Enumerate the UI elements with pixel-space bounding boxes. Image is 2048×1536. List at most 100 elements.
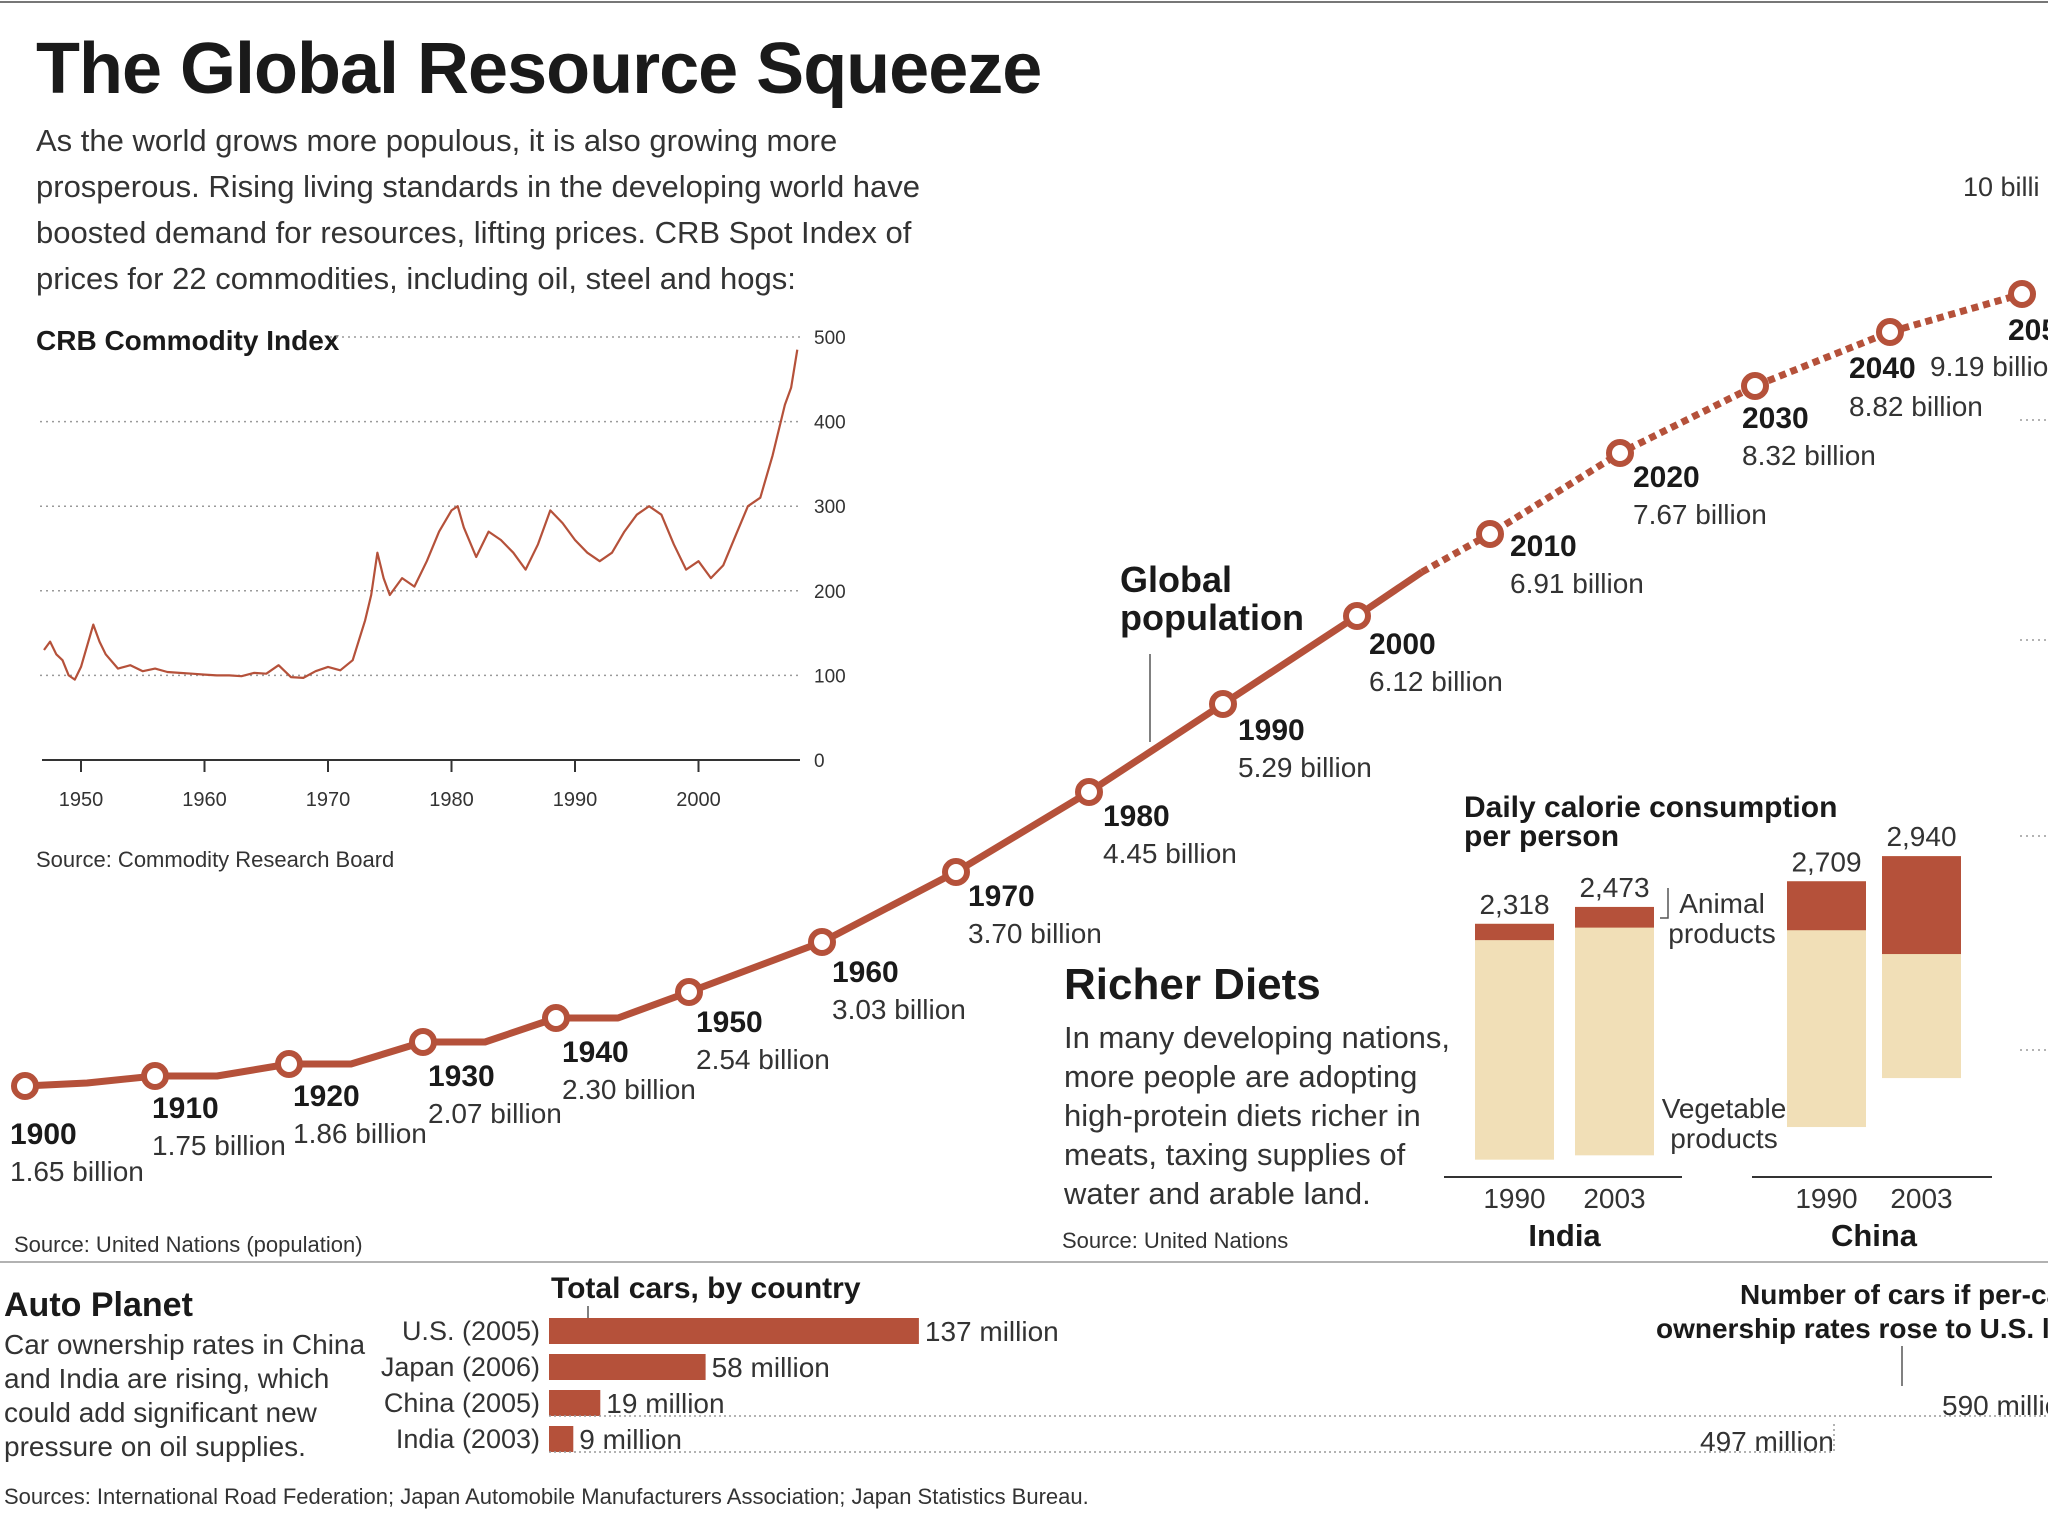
population-value-label: 2.07 billion bbox=[428, 1098, 562, 1129]
calorie-bar-animal bbox=[1787, 881, 1866, 931]
diets-text: In many developing nations, more people … bbox=[1064, 1018, 1450, 1213]
auto-line: and India are rising, which bbox=[4, 1363, 330, 1394]
cars-country-label: U.S. (2005) bbox=[402, 1316, 540, 1346]
calorie-total-label: 2,940 bbox=[1886, 821, 1956, 852]
cars-bar bbox=[549, 1426, 574, 1452]
crb-y-tick-label: 200 bbox=[814, 582, 846, 603]
diets-line: high-protein diets richer in bbox=[1064, 1098, 1421, 1133]
calorie-title-line2: per person bbox=[1464, 820, 1619, 853]
crb-y-tick-label: 0 bbox=[814, 751, 825, 772]
page-title: The Global Resource Squeeze bbox=[36, 29, 1042, 109]
population-year-label: 1970 bbox=[968, 880, 1035, 913]
population-point bbox=[275, 1050, 303, 1078]
population-point bbox=[1075, 778, 1103, 806]
diets-line: In many developing nations, bbox=[1064, 1020, 1451, 1055]
population-point bbox=[11, 1072, 39, 1100]
population-year-label: 1940 bbox=[562, 1036, 629, 1069]
intro-line: prosperous. Rising living standards in t… bbox=[36, 169, 921, 204]
cars-value-label: 137 million bbox=[925, 1316, 1059, 1347]
calorie-legend-vegetable: Vegetable bbox=[1662, 1093, 1787, 1124]
population-year-label: 2030 bbox=[1742, 402, 1809, 435]
intro-line: As the world grows more populous, it is … bbox=[36, 123, 838, 158]
population-point bbox=[1606, 439, 1634, 467]
calorie-country-label: India bbox=[1528, 1218, 1601, 1253]
cars-hypothetical-title-line1: Number of cars if per-cap bbox=[1740, 1279, 2048, 1310]
population-point bbox=[1209, 690, 1237, 718]
calorie-bar-vegetable bbox=[1475, 923, 1554, 1160]
auto-line: pressure on oil supplies. bbox=[4, 1431, 306, 1462]
diets-title: Richer Diets bbox=[1064, 960, 1321, 1009]
population-source: Source: United Nations (population) bbox=[14, 1232, 363, 1257]
crb-y-tick-label: 400 bbox=[814, 413, 846, 434]
population-point bbox=[1876, 318, 1904, 346]
cars-bar bbox=[549, 1318, 919, 1344]
crb-x-tick-label: 1990 bbox=[553, 789, 598, 811]
population-point bbox=[808, 928, 836, 956]
population-value-label: 6.12 billion bbox=[1369, 666, 1503, 697]
population-point bbox=[1476, 520, 1504, 548]
calorie-total-label: 2,318 bbox=[1479, 889, 1549, 920]
calorie-title-line1: Daily calorie consumption bbox=[1464, 791, 1837, 824]
calorie-legend-animal: Animal bbox=[1679, 888, 1765, 919]
calorie-total-label: 2,473 bbox=[1579, 872, 1649, 903]
crb-x-tick-label: 1950 bbox=[59, 789, 104, 811]
population-year-label: 1930 bbox=[428, 1060, 495, 1093]
calorie-year-label: 2003 bbox=[1890, 1183, 1952, 1214]
crb-x-tick-label: 1970 bbox=[306, 789, 351, 811]
cars-source: Sources: International Road Federation; … bbox=[4, 1484, 1089, 1509]
diets-line: meats, taxing supplies of bbox=[1064, 1137, 1406, 1172]
population-point bbox=[542, 1004, 570, 1032]
population-value-label: 7.67 billion bbox=[1633, 499, 1767, 530]
population-value-label: 1.86 billion bbox=[293, 1118, 427, 1149]
population-value-label: 8.82 billion bbox=[1849, 391, 1983, 422]
population-point bbox=[141, 1062, 169, 1090]
calorie-bar-animal bbox=[1882, 856, 1961, 955]
population-year-label: 1980 bbox=[1103, 800, 1170, 833]
population-value-label: 4.45 billion bbox=[1103, 838, 1237, 869]
population-title-line2: population bbox=[1120, 597, 1304, 638]
population-value-label: 3.03 billion bbox=[832, 994, 966, 1025]
population-year-label: 2020 bbox=[1633, 461, 1700, 494]
crb-source: Source: Commodity Research Board bbox=[36, 847, 395, 872]
crb-index-line bbox=[43, 349, 799, 681]
calorie-total-label: 2,709 bbox=[1791, 846, 1861, 877]
population-value-label: 8.32 billion bbox=[1742, 440, 1876, 471]
intro-line: prices for 22 commodities, including oil… bbox=[36, 261, 796, 296]
population-title-line1: Global bbox=[1120, 559, 1232, 600]
population-point bbox=[1741, 372, 1769, 400]
intro-line: boosted demand for resources, lifting pr… bbox=[36, 215, 912, 250]
cars-bar bbox=[549, 1390, 601, 1416]
intro-text: As the world grows more populous, it is … bbox=[36, 118, 921, 302]
population-point bbox=[942, 858, 970, 886]
auto-line: Car ownership rates in China bbox=[4, 1329, 366, 1360]
cars-country-label: China (2005) bbox=[384, 1388, 540, 1418]
population-year-label: 1900 bbox=[10, 1118, 77, 1151]
calorie-legend-leader bbox=[1660, 888, 1669, 919]
calorie-year-label: 1990 bbox=[1795, 1183, 1857, 1214]
diets-line: more people are adopting bbox=[1064, 1059, 1418, 1094]
population-point bbox=[675, 978, 703, 1006]
crb-x-tick-label: 1980 bbox=[429, 789, 474, 811]
calorie-bar-animal bbox=[1575, 906, 1654, 928]
auto-text: Car ownership rates in China and India a… bbox=[4, 1328, 365, 1464]
cars-value-label: 19 million bbox=[606, 1388, 724, 1419]
calorie-bar-vegetable bbox=[1575, 906, 1654, 1156]
population-value-label: 1.75 billion bbox=[152, 1130, 286, 1161]
crb-y-tick-label: 100 bbox=[814, 666, 846, 687]
cars-value-label: 9 million bbox=[579, 1424, 682, 1455]
crb-y-tick-label: 300 bbox=[814, 497, 846, 518]
auto-title: Auto Planet bbox=[4, 1286, 193, 1324]
population-y-tick-label: 10 billi bbox=[1963, 172, 2040, 202]
population-point bbox=[1343, 602, 1371, 630]
calorie-year-label: 2003 bbox=[1583, 1183, 1645, 1214]
population-year-label: 1960 bbox=[832, 956, 899, 989]
cars-title: Total cars, by country bbox=[551, 1272, 861, 1305]
cars-hypothetical-label: 590 millio bbox=[1942, 1390, 2048, 1421]
population-year-label: 1990 bbox=[1238, 714, 1305, 747]
population-year-label: 2010 bbox=[1510, 530, 1577, 563]
cars-bar bbox=[549, 1354, 706, 1380]
population-value-label: 2.54 billion bbox=[696, 1044, 830, 1075]
population-value-label: 6.91 billion bbox=[1510, 568, 1644, 599]
cars-value-label: 58 million bbox=[712, 1352, 830, 1383]
population-year-label: 205 bbox=[2008, 314, 2048, 347]
